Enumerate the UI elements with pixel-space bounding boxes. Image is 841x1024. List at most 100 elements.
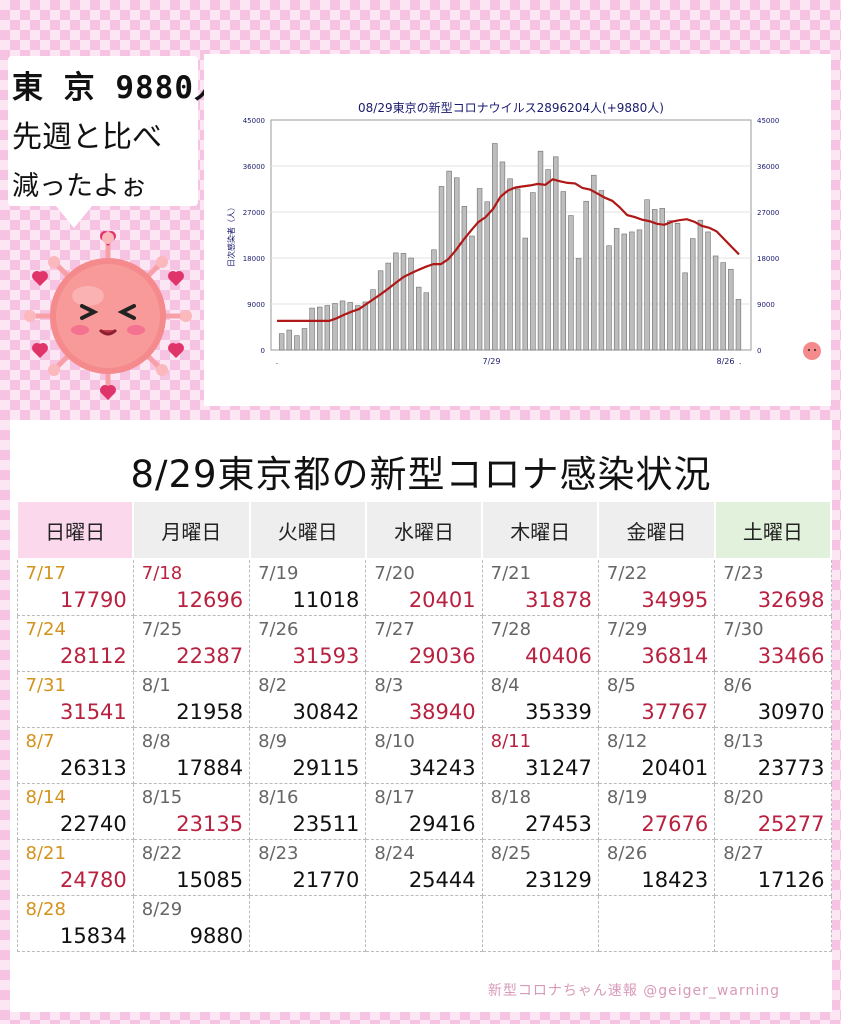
- average-line: [277, 178, 740, 322]
- x-tick-label: 8/26: [717, 357, 735, 366]
- day-case-count: 15834: [59, 924, 127, 948]
- day-case-count: 24780: [59, 868, 127, 892]
- day-case-count: 18423: [641, 868, 709, 892]
- bubble-tail: [56, 206, 92, 228]
- bar: [339, 300, 346, 351]
- calendar-day-cell: 8/24 25444: [365, 839, 483, 896]
- day-case-count: 9880: [189, 924, 244, 948]
- bar: [697, 219, 704, 351]
- day-date: 8/17: [374, 787, 415, 808]
- calendar-day-cell: 7/28 40406: [481, 615, 599, 672]
- day-date: 8/20: [723, 787, 764, 808]
- weekday-header: 土曜日: [713, 500, 833, 560]
- day-case-count: 20401: [641, 756, 709, 780]
- day-case-count: 25444: [408, 868, 476, 892]
- y-tick-label-right: 18000: [757, 255, 779, 263]
- calendar-day-cell: 7/24 28112: [16, 615, 134, 672]
- calendar-day-cell: 7/20 20401: [365, 558, 483, 616]
- bar: [431, 249, 437, 351]
- day-case-count: 17884: [176, 756, 244, 780]
- calendar-panel: 8/29東京都の新型コロナ感染状況 日曜日 月曜日 火曜日 水曜日 木曜日 金曜日 土曜日 …: [10, 420, 833, 1012]
- calendar-day-cell: 8/27 17126: [714, 839, 832, 896]
- day-date: 8/16: [258, 787, 299, 808]
- day-case-count: 31878: [525, 588, 592, 612]
- calendar-day-cell: 7/18 12696: [132, 558, 251, 616]
- day-date: 7/23: [723, 563, 764, 584]
- calendar-day-cell: 8/21 24780: [16, 839, 134, 896]
- bar: [476, 188, 483, 351]
- bar: [728, 268, 734, 351]
- day-date: 8/21: [25, 843, 66, 864]
- day-case-count: 31247: [525, 756, 592, 780]
- day-date: 7/29: [606, 619, 648, 640]
- y-tick-label-right: 27000: [757, 209, 779, 217]
- bar: [621, 233, 627, 351]
- day-date: 8/13: [723, 731, 764, 752]
- bar: [553, 156, 559, 351]
- day-date: 8/7: [25, 731, 55, 752]
- calendar-day-cell: 8/12 20401: [597, 727, 716, 784]
- calendar-day-cell: 8/5 37767: [597, 671, 716, 728]
- day-case-count: 26313: [59, 756, 127, 780]
- day-date: 8/18: [490, 787, 532, 808]
- day-date: 8/26: [606, 843, 648, 864]
- calendar-day-cell: 8/6 30970: [714, 671, 832, 728]
- y-tick-label-right: 0: [757, 347, 761, 355]
- calendar-day-cell: [249, 895, 367, 952]
- y-tick-label-left: 18000: [243, 255, 265, 263]
- day-case-count: 36814: [641, 644, 709, 668]
- weekday-header: 火曜日: [248, 500, 367, 560]
- calendar-day-cell: 7/26 31593: [249, 615, 367, 672]
- day-date: 8/4: [490, 675, 520, 696]
- bar: [583, 200, 589, 351]
- day-date: 8/23: [258, 843, 299, 864]
- calendar-week-row: 8/14 22740 8/15 23135 8/16 23511 8/17 29416 8/18…: [16, 783, 832, 840]
- day-case-count: 37767: [641, 700, 709, 724]
- calendar-day-cell: 8/17 29416: [365, 783, 483, 840]
- day-case-count: 38940: [408, 700, 476, 724]
- bar: [408, 257, 414, 351]
- calendar-week-row: 8/28 15834 8/29 9880: [16, 895, 832, 952]
- calendar-day-cell: 7/31 31541: [16, 671, 134, 728]
- calendar-day-cell: 8/10 34243: [365, 727, 483, 784]
- calendar-day-cell: 7/25 22387: [132, 615, 251, 672]
- bar: [560, 191, 567, 351]
- bar: [362, 301, 369, 351]
- y-tick-label-right: 36000: [757, 163, 779, 171]
- page-title: 8/29東京都の新型コロナ感染状況: [130, 453, 712, 496]
- calendar-week-row: 7/17 17790 7/18 12696 7/19 11018 7/20 20401 7/21…: [16, 558, 832, 616]
- day-case-count: 30842: [292, 700, 360, 724]
- calendar-day-cell: 8/4 35339: [481, 671, 599, 728]
- y-tick-label-left: 0: [261, 347, 265, 355]
- day-case-count: 33466: [757, 644, 825, 668]
- bar: [423, 292, 430, 351]
- bar: [309, 307, 315, 351]
- day-date: 8/6: [723, 675, 753, 696]
- day-date: 8/8: [141, 731, 171, 752]
- calendar-day-cell: 8/2 30842: [249, 671, 367, 728]
- calendar-day-cell: 7/29 36814: [597, 615, 716, 672]
- calendar-day-cell: 8/11 31247: [481, 727, 599, 784]
- day-case-count: 20401: [408, 588, 476, 612]
- day-case-count: 23511: [292, 812, 360, 836]
- calendar-day-cell: 7/22 34995: [597, 558, 716, 616]
- calendar-day-cell: 8/16 23511: [249, 783, 367, 840]
- day-date: 8/3: [374, 675, 404, 696]
- calendar-day-cell: 8/25 23129: [481, 839, 599, 896]
- bar: [651, 209, 658, 351]
- y-tick-label-left: 45000: [243, 117, 265, 125]
- headline-line-1: 東 京 9880人: [12, 70, 226, 106]
- calendar-day-cell: 8/13 23773: [714, 727, 832, 784]
- calendar-day-cell: 8/14 22740: [16, 783, 134, 840]
- bar: [507, 178, 513, 351]
- day-case-count: 35339: [525, 700, 592, 724]
- bar: [499, 161, 506, 351]
- y-tick-label-left: 9000: [247, 301, 265, 309]
- bar: [370, 289, 376, 351]
- day-date: 8/28: [25, 899, 66, 920]
- chart-title: 08/29東京の新型コロナウイルス2896204人(+9880人): [358, 100, 664, 115]
- chart-panel: 08/29東京の新型コロナウイルス2896204人(+9880人) 0 0 9000 9…: [204, 54, 831, 406]
- day-case-count: 15085: [176, 868, 244, 892]
- day-case-count: 11018: [292, 588, 360, 612]
- calendar-day-cell: 8/15 23135: [132, 783, 251, 840]
